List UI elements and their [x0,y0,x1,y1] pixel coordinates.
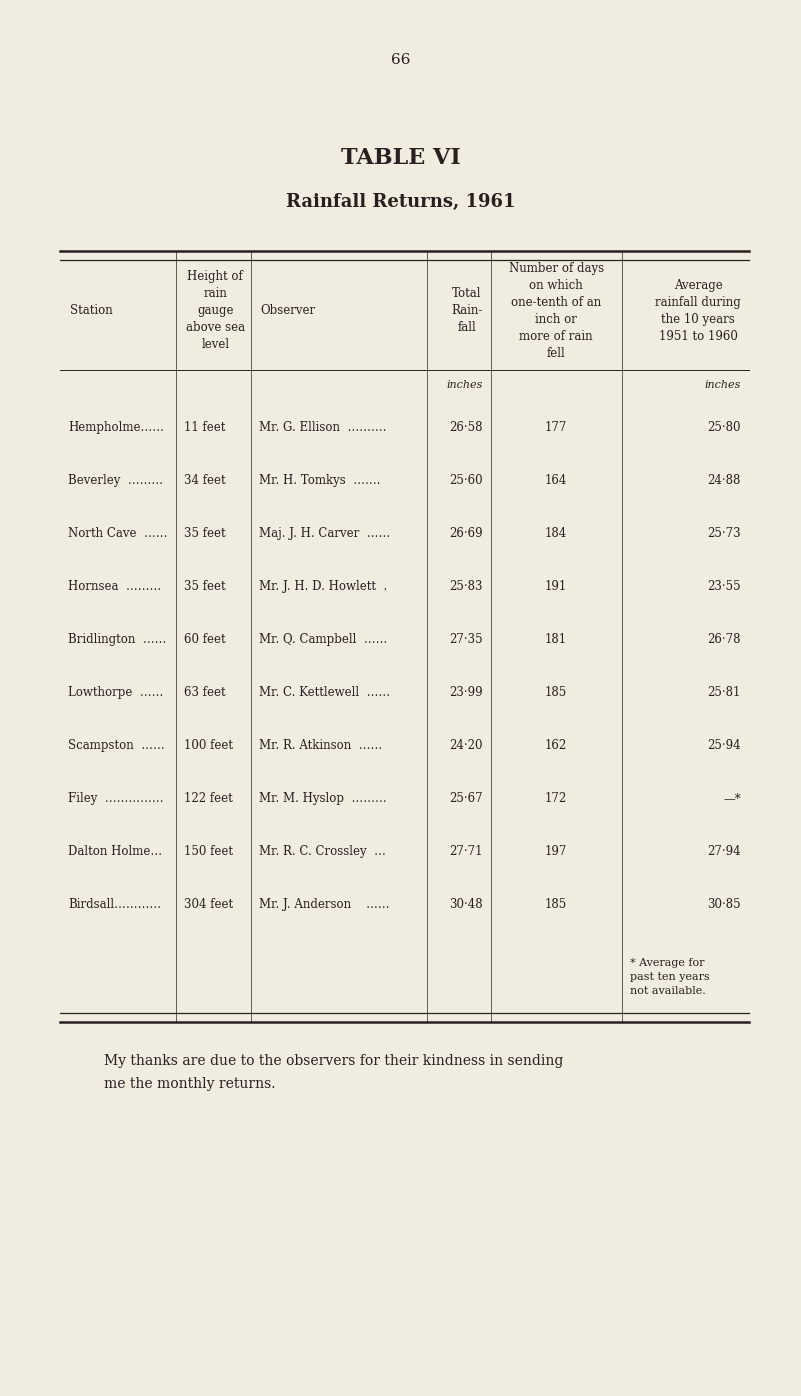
Text: Number of days
on which
one-tenth of an
inch or
more of rain
fell: Number of days on which one-tenth of an … [509,261,604,360]
Text: Hempholme……: Hempholme…… [68,420,164,434]
Text: Mr. J. H. D. Howlett  .: Mr. J. H. D. Howlett . [259,579,387,593]
Text: 177: 177 [545,420,567,434]
Text: —*: —* [723,792,741,805]
Text: Scampston  ……: Scampston …… [68,738,165,752]
Text: 27·94: 27·94 [707,845,741,859]
Text: Average
rainfall during
the 10 years
1951 to 1960: Average rainfall during the 10 years 195… [655,279,741,342]
Text: 26·58: 26·58 [449,420,482,434]
Text: 164: 164 [545,473,567,487]
Text: My thanks are due to the observers for their kindness in sending
me the monthly : My thanks are due to the observers for t… [104,1054,564,1090]
Text: 184: 184 [545,526,567,540]
Text: Mr. J. Anderson    ……: Mr. J. Anderson …… [259,898,389,912]
Text: Mr. R. C. Crossley  …: Mr. R. C. Crossley … [259,845,386,859]
Text: 185: 185 [545,685,567,699]
Text: 185: 185 [545,898,567,912]
Text: Total
Rain-
fall: Total Rain- fall [451,288,482,334]
Text: 30·48: 30·48 [449,898,482,912]
Text: 24·20: 24·20 [449,738,482,752]
Text: Mr. H. Tomkys  …….: Mr. H. Tomkys ……. [259,473,380,487]
Text: Filey  ……………: Filey …………… [68,792,163,805]
Text: Height of
rain
gauge
above sea
level: Height of rain gauge above sea level [186,269,245,352]
Text: 172: 172 [545,792,567,805]
Text: Mr. Q. Campbell  ……: Mr. Q. Campbell …… [259,632,388,646]
Text: 25·73: 25·73 [707,526,741,540]
Text: 34 feet: 34 feet [184,473,226,487]
Text: 26·69: 26·69 [449,526,482,540]
Text: Birdsall…………: Birdsall………… [68,898,161,912]
Text: 150 feet: 150 feet [184,845,233,859]
Text: Beverley  ………: Beverley ……… [68,473,163,487]
Text: Dalton Holme…: Dalton Holme… [68,845,163,859]
Text: Hornsea  ………: Hornsea ……… [68,579,161,593]
Text: North Cave  ……: North Cave …… [68,526,167,540]
Text: 181: 181 [545,632,567,646]
Text: Mr. C. Kettlewell  ……: Mr. C. Kettlewell …… [259,685,390,699]
Text: Mr. G. Ellison  ……….: Mr. G. Ellison ………. [259,420,387,434]
Text: 63 feet: 63 feet [184,685,226,699]
Text: 66: 66 [391,53,410,67]
Text: Rainfall Returns, 1961: Rainfall Returns, 1961 [286,193,515,211]
Text: 23·55: 23·55 [707,579,741,593]
Text: 122 feet: 122 feet [184,792,233,805]
Text: 25·67: 25·67 [449,792,482,805]
Text: Bridlington  ……: Bridlington …… [68,632,167,646]
Text: 304 feet: 304 feet [184,898,233,912]
Text: 23·99: 23·99 [449,685,482,699]
Text: inches: inches [446,380,482,391]
Text: * Average for
past ten years
not available.: * Average for past ten years not availab… [630,958,710,995]
Text: 191: 191 [545,579,567,593]
Text: 60 feet: 60 feet [184,632,226,646]
Text: 100 feet: 100 feet [184,738,233,752]
Text: 27·35: 27·35 [449,632,482,646]
Text: 197: 197 [545,845,567,859]
Text: 11 feet: 11 feet [184,420,226,434]
Text: 162: 162 [545,738,567,752]
Text: Observer: Observer [260,304,316,317]
Text: 35 feet: 35 feet [184,526,226,540]
Text: inches: inches [705,380,741,391]
Text: Station: Station [70,304,112,317]
Text: 30·85: 30·85 [707,898,741,912]
Text: 24·88: 24·88 [707,473,741,487]
Text: TABLE VI: TABLE VI [340,147,461,169]
Text: 25·81: 25·81 [707,685,741,699]
Text: 25·60: 25·60 [449,473,482,487]
Text: 27·71: 27·71 [449,845,482,859]
Text: 35 feet: 35 feet [184,579,226,593]
Text: Mr. M. Hyslop  ………: Mr. M. Hyslop ……… [259,792,387,805]
Text: 25·94: 25·94 [707,738,741,752]
Text: Mr. R. Atkinson  ……: Mr. R. Atkinson …… [259,738,382,752]
Text: 25·83: 25·83 [449,579,482,593]
Text: 25·80: 25·80 [707,420,741,434]
Text: Maj. J. H. Carver  ……: Maj. J. H. Carver …… [259,526,390,540]
Text: 26·78: 26·78 [707,632,741,646]
Text: Lowthorpe  ……: Lowthorpe …… [68,685,163,699]
